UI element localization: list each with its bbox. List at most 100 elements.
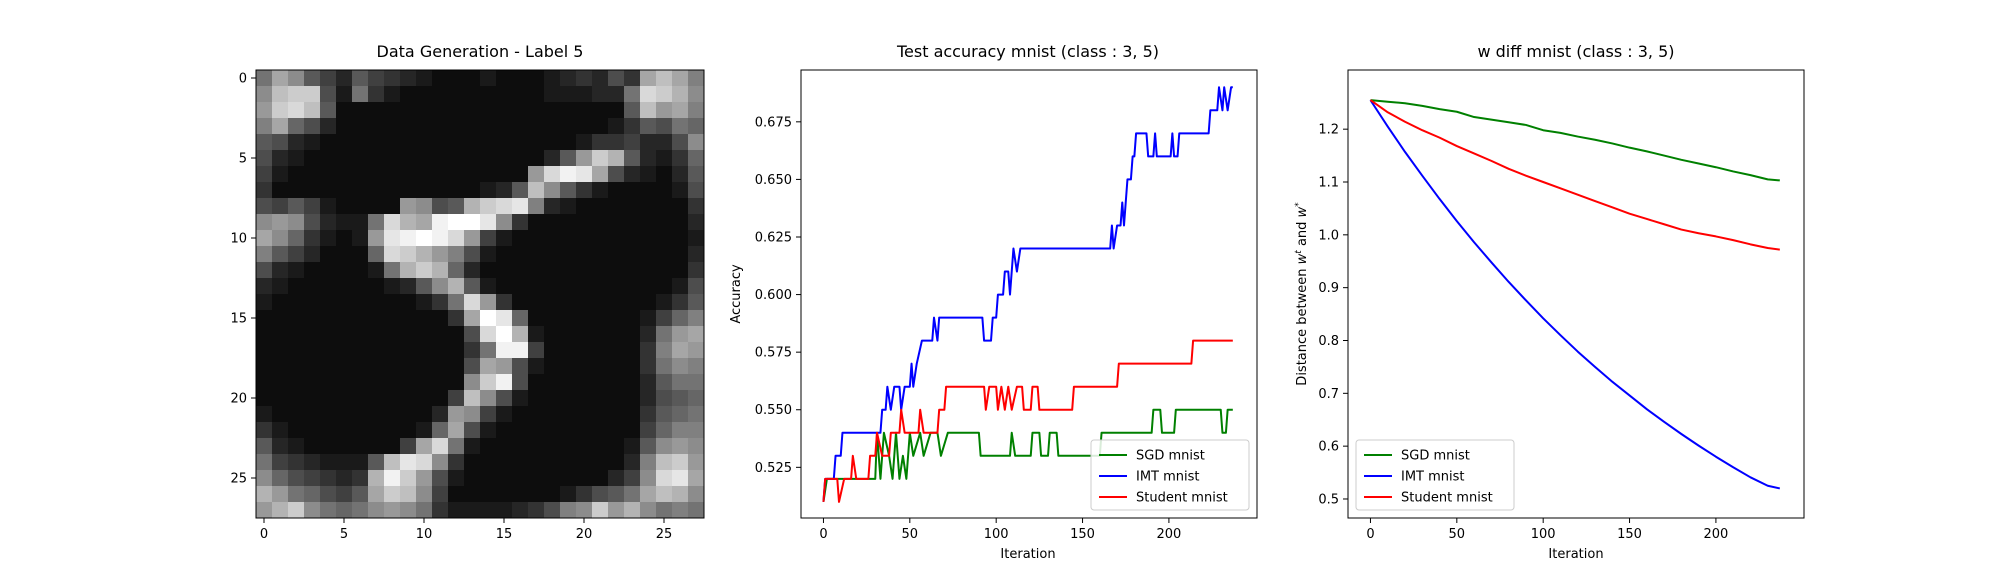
heatmap-cell [640,278,657,295]
heatmap-cell [368,182,385,199]
accuracy-xlabel: Iteration [1000,547,1055,562]
heatmap-cell [688,406,705,423]
heatmap-cell [656,454,673,471]
heatmap-cell [496,198,513,215]
wdiff-ytick-label: 0.7 [1318,387,1339,402]
heatmap-cell [384,230,401,247]
heatmap-cell [528,278,545,295]
heatmap-cell [560,166,577,183]
accuracy-ytick-label: 0.675 [755,115,792,130]
heatmap-cell [400,358,417,375]
heatmap-cell [256,326,273,343]
heatmap-cell [496,326,513,343]
heatmap-cell [688,230,705,247]
heatmap-cell [592,86,609,103]
heatmap-cell [592,198,609,215]
heatmap-cell [368,454,385,471]
heatmap-cell [288,486,305,503]
heatmap-cell [336,454,353,471]
heatmap-cell [640,326,657,343]
heatmap-cell [304,406,321,423]
heatmap-cell [304,262,321,279]
heatmap-cell [352,454,369,471]
heatmap-cell [608,454,625,471]
accuracy-series-line [822,339,1233,503]
heatmap-cell [400,390,417,407]
heatmap-cell [272,262,289,279]
heatmap-cell [448,470,465,487]
heatmap-cell [656,182,673,199]
heatmap-cell [512,150,529,167]
heatmap-cell [576,278,593,295]
heatmap-cell [512,278,529,295]
heatmap-cell [512,214,529,231]
heatmap-cell [336,86,353,103]
heatmap-cell [304,358,321,375]
heatmap-cell [512,230,529,247]
accuracy-frame [800,69,1258,519]
heatmap-cell [624,246,641,263]
heatmap-cell [560,390,577,407]
heatmap-cell [688,198,705,215]
heatmap-cell [448,342,465,359]
heatmap-cell [416,310,433,327]
heatmap-cell [320,118,337,135]
heatmap-cell [496,150,513,167]
heatmap-cell [272,486,289,503]
heatmap-cell [672,486,689,503]
heatmap-cell [320,182,337,199]
heatmap-cell [624,406,641,423]
heatmap-cell [560,214,577,231]
heatmap-cell [464,150,481,167]
heatmap-cell [640,70,657,87]
heatmap-cell [688,86,705,103]
heatmap-cell [464,214,481,231]
heatmap-cell [352,102,369,119]
heatmap-cell [608,166,625,183]
heatmap-cell [416,166,433,183]
heatmap-cell [544,470,561,487]
heatmap-cell [352,198,369,215]
heatmap-cell [352,166,369,183]
heatmap-cell [496,230,513,247]
heatmap-cell [448,182,465,199]
heatmap-cell [432,486,449,503]
heatmap-cell [528,294,545,311]
heatmap-cell [432,166,449,183]
heatmap-cell [640,406,657,423]
heatmap-cell [608,294,625,311]
wdiff-ticks: 0 50 100 150 200 0.5 0.6 0.7 0.8 0.9 1.0 1.1 1.2 [1318,123,1728,542]
heatmap-cell [480,486,497,503]
heatmap-ticks: 0 5 10 15 20 25 0 5 10 15 20 25 [230,72,672,543]
heatmap-cell [656,230,673,247]
heatmap-cell [592,502,609,519]
heatmap-cell [560,86,577,103]
heatmap-cell [512,198,529,215]
wdiff-ylabel: Distance between wt and w* [1294,202,1310,386]
heatmap-cell [544,422,561,439]
heatmap-cell [544,70,561,87]
heatmap-cell [576,342,593,359]
heatmap-cell [432,438,449,455]
heatmap-cell [336,214,353,231]
heatmap-cell [320,230,337,247]
heatmap-cell [624,422,641,439]
heatmap-cell [624,150,641,167]
heatmap-cell [528,454,545,471]
heatmap-cell [352,246,369,263]
wdiff-xtick-label: 150 [1617,527,1642,542]
heatmap-cell [528,166,545,183]
heatmap-cell [496,102,513,119]
heatmap-cell [480,166,497,183]
heatmap-cell [608,246,625,263]
heatmap-cell [592,166,609,183]
heatmap-cell [352,358,369,375]
heatmap-cell [480,86,497,103]
heatmap-cell [480,374,497,391]
heatmap-cell [320,86,337,103]
heatmap-cell [608,422,625,439]
wdiff-legend-label: Student mnist [1401,491,1493,506]
heatmap-cell [400,182,417,199]
heatmap-cell [496,358,513,375]
